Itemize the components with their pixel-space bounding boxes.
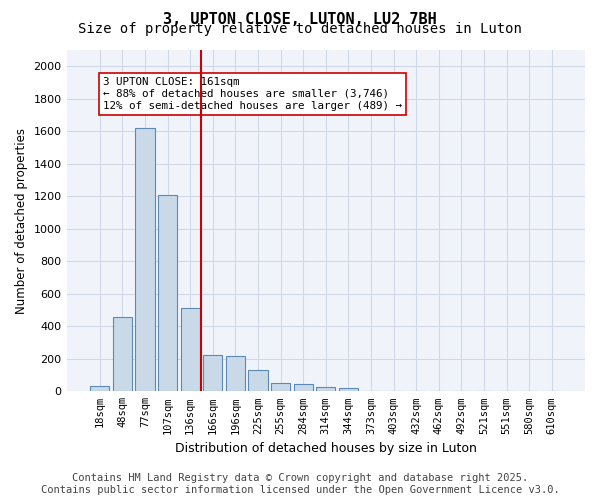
- Text: 3, UPTON CLOSE, LUTON, LU2 7BH: 3, UPTON CLOSE, LUTON, LU2 7BH: [163, 12, 437, 28]
- Text: Size of property relative to detached houses in Luton: Size of property relative to detached ho…: [78, 22, 522, 36]
- Bar: [136, 128, 155, 392]
- Bar: [226, 356, 245, 392]
- Bar: [113, 318, 132, 392]
- Y-axis label: Number of detached properties: Number of detached properties: [15, 128, 28, 314]
- Bar: [271, 383, 290, 392]
- Bar: [203, 354, 223, 392]
- Bar: [90, 386, 109, 392]
- Text: Contains HM Land Registry data © Crown copyright and database right 2025.
Contai: Contains HM Land Registry data © Crown c…: [41, 474, 559, 495]
- Text: 3 UPTON CLOSE: 161sqm
← 88% of detached houses are smaller (3,746)
12% of semi-d: 3 UPTON CLOSE: 161sqm ← 88% of detached …: [103, 78, 402, 110]
- Bar: [293, 384, 313, 392]
- X-axis label: Distribution of detached houses by size in Luton: Distribution of detached houses by size …: [175, 442, 477, 455]
- Bar: [158, 194, 177, 392]
- Bar: [248, 370, 268, 392]
- Bar: [339, 388, 358, 392]
- Bar: [181, 308, 200, 392]
- Bar: [316, 387, 335, 392]
